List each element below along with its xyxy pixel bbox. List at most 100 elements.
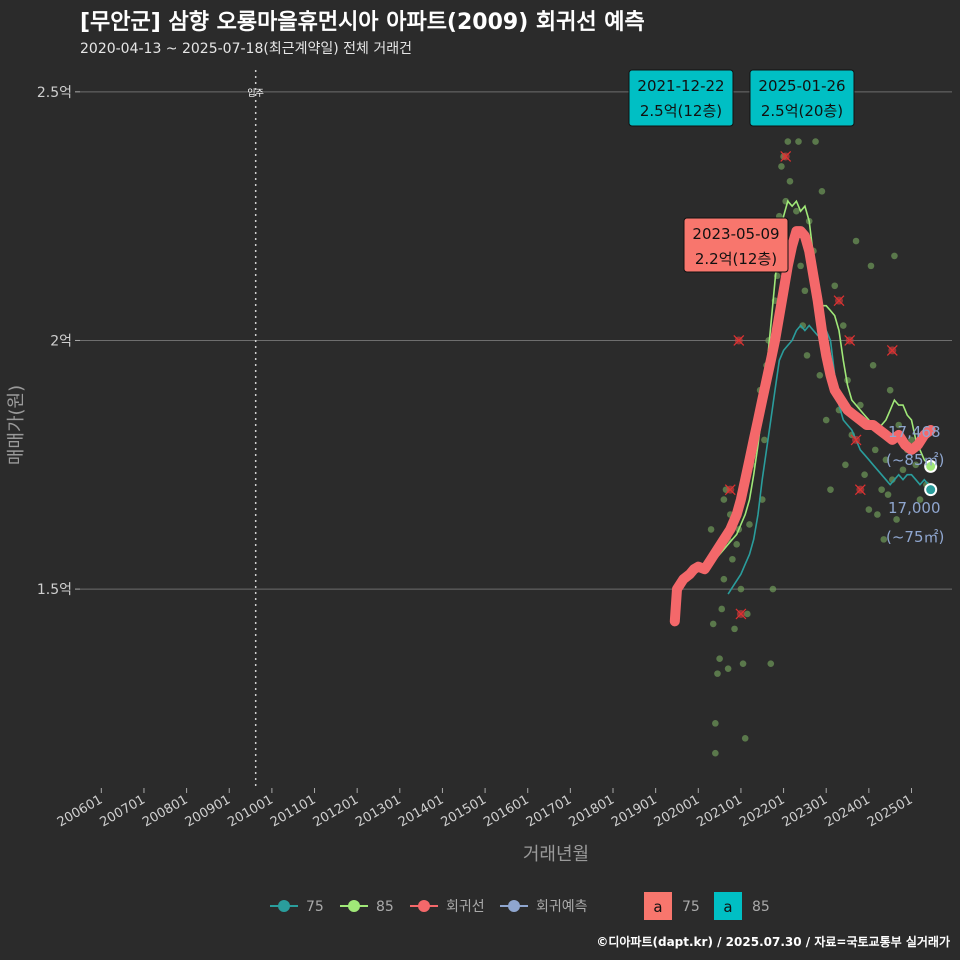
scatter-point [801, 287, 809, 295]
x-tick-label: 202101 [694, 792, 744, 830]
outlier-cross [844, 335, 856, 346]
scatter-point [714, 670, 721, 677]
annotation-box [683, 217, 789, 273]
scatter-point [882, 456, 890, 464]
chart-title: [무안군] 삼향 오룡마을휴먼시아 아파트(2009) 회귀선 예측 [80, 10, 645, 35]
legend-label: 85 [376, 899, 394, 915]
scatter-point [709, 620, 717, 628]
chart-subtitle: 2020-04-13 ~ 2025-07-18(최근계약일) 전체 거래건 [80, 41, 412, 57]
scatter-point [839, 322, 847, 329]
end-label-85-value: 17,468 [888, 423, 941, 441]
x-tick-label: 201001 [225, 792, 275, 830]
scatter-point [895, 421, 902, 429]
legend-swatch-dot [278, 900, 290, 912]
outlier-cross [854, 484, 866, 496]
annotation-date: 2023-05-09 [692, 225, 779, 243]
legend-box-glyph: a [723, 898, 732, 916]
scatter-point [729, 555, 736, 563]
legend-swatch-dot [508, 900, 520, 912]
x-tick-label: 201901 [609, 792, 659, 830]
scatter-point [869, 362, 877, 369]
scatter-point [712, 720, 719, 727]
end-label-75-area: (~75㎡) [886, 528, 944, 546]
regression-line [669, 226, 936, 627]
outlier-cross [724, 484, 736, 496]
legend-box [644, 892, 672, 920]
x-tick-label: 200701 [97, 792, 147, 830]
scatter-point [865, 506, 873, 513]
x-tick-label: 201401 [396, 792, 446, 830]
x-tick-label: 200601 [55, 792, 105, 830]
scatter-point [741, 734, 749, 742]
scatter-point [884, 491, 892, 498]
scatter-point [886, 386, 894, 394]
scatter-point [786, 178, 794, 185]
scatter-point [744, 610, 751, 618]
legend-label: 75 [306, 899, 324, 915]
scatter-point [724, 665, 732, 672]
source-credit: ©디아파트(dapt.kr) / 2025.07.30 / 자료=국토교통부 실… [596, 935, 950, 949]
scatter-point [891, 252, 898, 260]
scatter-point [874, 511, 881, 518]
scatter-point [812, 138, 819, 145]
x-tick-label: 202201 [737, 792, 787, 830]
scatter-point [822, 416, 830, 424]
outlier-cross [733, 335, 745, 346]
x-axis-title: 거래년월 [523, 844, 589, 865]
scatter-point [861, 471, 868, 479]
outlier-cross [833, 295, 845, 307]
x-tick-label: 201101 [268, 792, 318, 830]
outlier-cross [735, 608, 747, 620]
scatter-point [769, 585, 777, 593]
scatter-point [878, 486, 885, 493]
y-axis-title: 매매가(원) [6, 385, 27, 465]
annotation-box [749, 69, 855, 127]
scatter-point [720, 575, 728, 583]
scatter-point [908, 436, 915, 444]
end-label-75-value: 17,000 [888, 499, 941, 517]
scatter-point [739, 660, 747, 667]
scatter-point [852, 237, 860, 245]
scatter-point [746, 521, 753, 528]
end-point-85 [924, 459, 938, 473]
scatter-point [818, 187, 826, 195]
scatter-point [893, 516, 900, 523]
legend-box-label: 75 [682, 899, 700, 915]
y-tick-label: 2억 [50, 333, 72, 349]
annotation-price: 2.2억(12층) [695, 250, 777, 268]
annotation-box [628, 69, 734, 127]
scatter-point [767, 660, 775, 667]
legend-swatch-dot [418, 900, 430, 912]
y-tick-label: 2.5억 [37, 85, 72, 101]
outlier-cross [886, 344, 898, 356]
series-line-75 [727, 324, 932, 595]
x-tick-label: 201501 [439, 792, 489, 830]
scatter-point [737, 585, 745, 593]
x-tick-label: 202501 [865, 792, 915, 830]
scatter-point [761, 436, 768, 444]
x-tick-label: 201701 [524, 792, 574, 830]
scatter-point [916, 496, 924, 503]
legend-box-glyph: a [653, 898, 662, 916]
scatter-point [842, 461, 849, 469]
scatter-point [912, 461, 920, 469]
legend-label: 회귀선 [446, 899, 485, 915]
y-tick-label: 1.5억 [37, 582, 72, 598]
x-tick-label: 201201 [311, 792, 361, 830]
x-tick-label: 200801 [140, 792, 190, 830]
scatter-point [857, 401, 864, 409]
legend-box [714, 892, 742, 920]
scatter-point [899, 466, 907, 474]
scatter-point [720, 496, 728, 503]
x-tick-label: 202001 [652, 792, 702, 830]
scatter-point [707, 526, 715, 533]
scatter-point [831, 282, 839, 290]
move-in-label: 입주 [247, 87, 264, 99]
scatter-point [718, 605, 726, 613]
end-point-75 [924, 483, 938, 497]
outlier-cross [850, 434, 862, 446]
scatter-point [712, 749, 719, 757]
scatter-point [827, 486, 834, 493]
scatter-point [731, 625, 738, 633]
